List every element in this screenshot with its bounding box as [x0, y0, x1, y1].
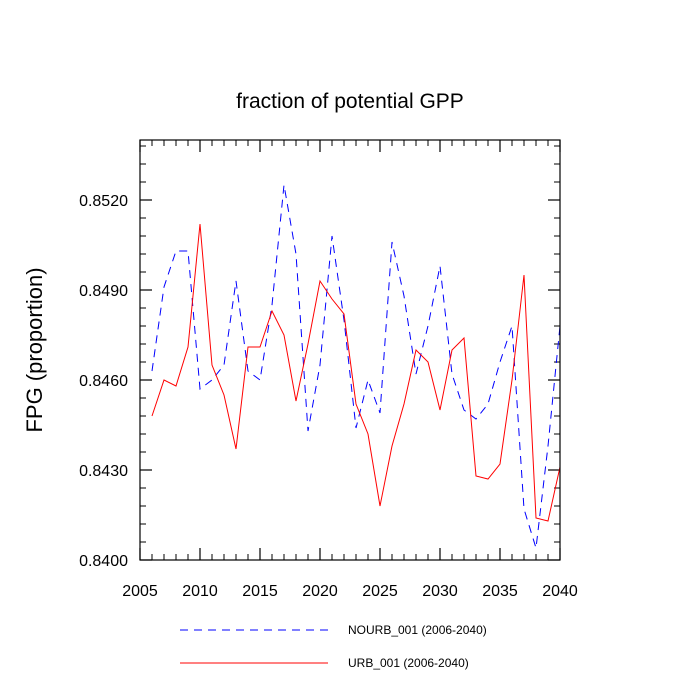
- y-tick-label: 0.8430: [79, 463, 128, 480]
- x-tick-label: 2015: [242, 583, 278, 600]
- x-tick-label: 2010: [182, 583, 218, 600]
- legend-label-urb: URB_001 (2006-2040): [348, 656, 469, 670]
- tick-marks: [139, 140, 561, 561]
- y-tick-label: 0.8520: [79, 193, 128, 210]
- x-tick-label: 2035: [482, 583, 518, 600]
- x-tick-label: 2025: [362, 583, 398, 600]
- chart-title: fraction of potential GPP: [236, 90, 464, 113]
- x-tick-label: 2040: [542, 583, 578, 600]
- legend-label-nourb: NOURB_001 (2006-2040): [348, 623, 487, 637]
- series-line-urb: [151, 223, 561, 522]
- series-line-nourb: [151, 184, 561, 549]
- y-tick-label: 0.8460: [79, 373, 128, 390]
- legend: NOURB_001 (2006-2040) URB_001 (2006-2040): [180, 623, 487, 670]
- axis-tick-labels: 2005 2010 2015 2020 2025 2030 2035 2040 0.8400 0.…: [79, 193, 578, 600]
- y-axis-label: FPG (proportion): [22, 267, 47, 432]
- plot-frame: [139, 139, 561, 561]
- x-tick-label: 2005: [122, 583, 158, 600]
- series-lines: [151, 184, 561, 549]
- y-tick-label: 0.8400: [79, 553, 128, 570]
- x-tick-label: 2030: [422, 583, 458, 600]
- y-tick-label: 0.8490: [79, 283, 128, 300]
- x-tick-label: 2020: [302, 583, 338, 600]
